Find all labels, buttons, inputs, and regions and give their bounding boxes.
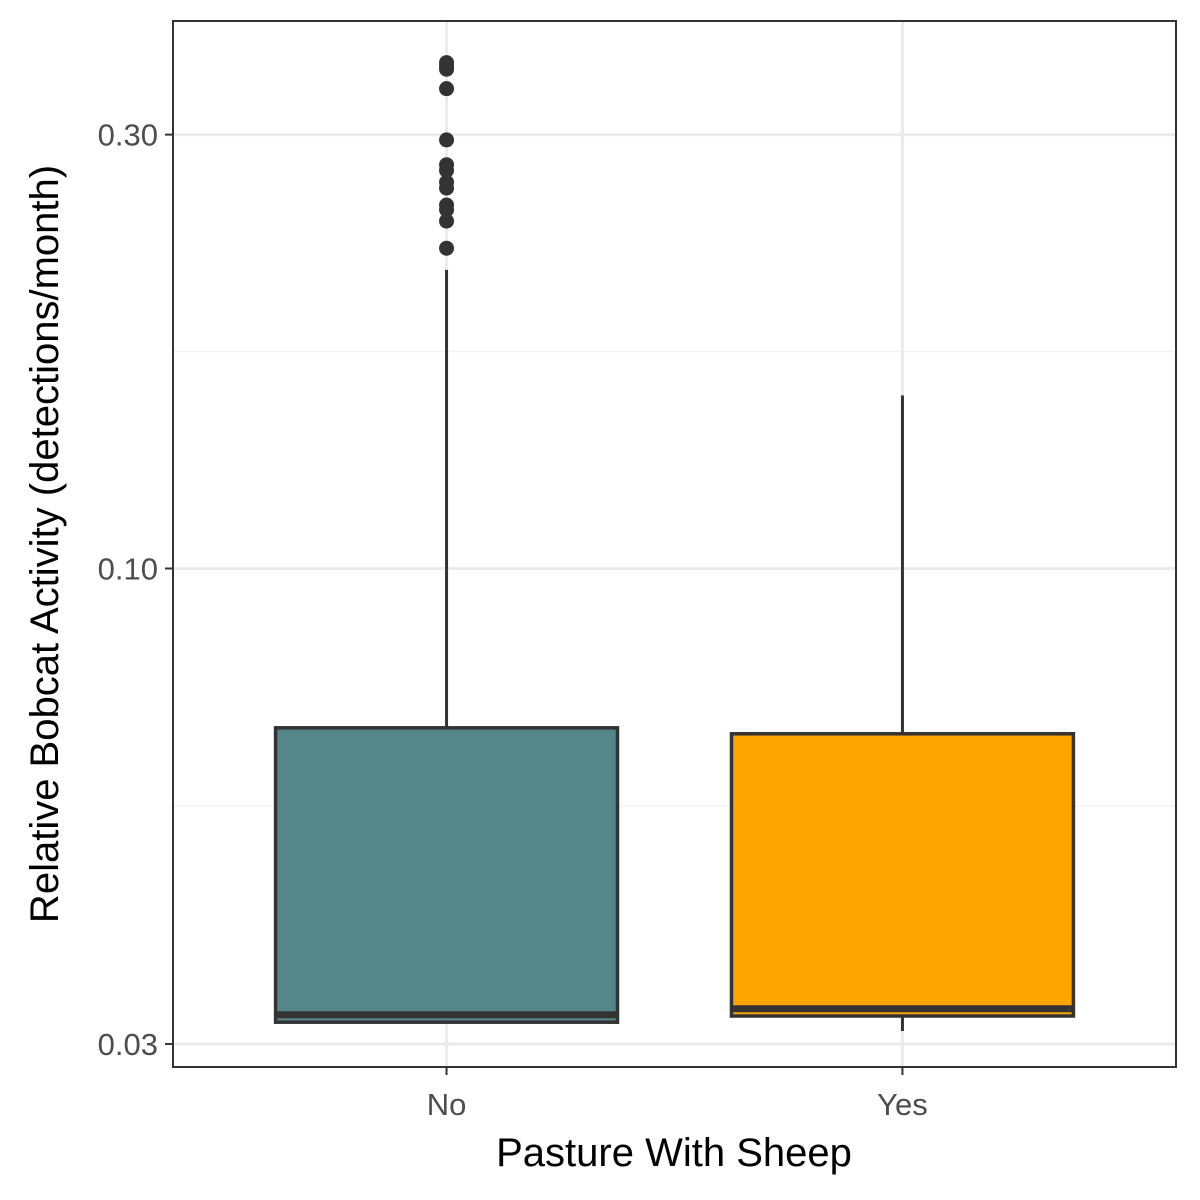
outlier-point (439, 213, 455, 229)
y-tick-label: 0.03 (98, 1027, 158, 1062)
x-axis-title: Pasture With Sheep (496, 1131, 852, 1175)
box-no (273, 55, 620, 1024)
y-axis-title: Relative Bobcat Activity (detections/mon… (23, 165, 67, 923)
y-tick-label: 0.10 (98, 551, 158, 586)
outlier-point (439, 202, 455, 218)
outlier-point (439, 132, 455, 148)
box-yes (729, 395, 1076, 1032)
boxes (273, 55, 1076, 1032)
x-tick-label: Yes (877, 1087, 928, 1122)
box-iqr (273, 726, 620, 1024)
axes: 0.03 0.10 0.30 No Yes (98, 118, 928, 1122)
outlier-point (439, 180, 455, 196)
box-iqr (729, 732, 1076, 1018)
outlier-point (439, 162, 455, 178)
outlier-point (439, 81, 455, 97)
outlier-point (439, 240, 455, 256)
outlier-point (439, 61, 455, 77)
x-tick-label: No (427, 1087, 467, 1122)
panel-border (172, 20, 1177, 1068)
y-tick-label: 0.30 (98, 118, 158, 153)
